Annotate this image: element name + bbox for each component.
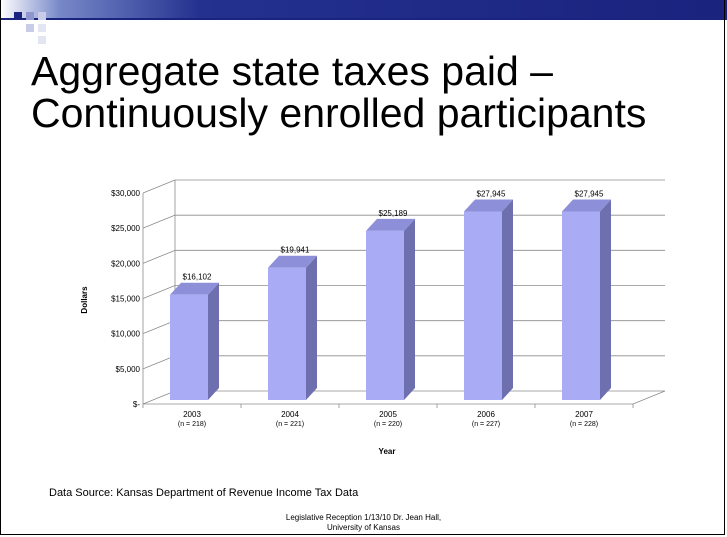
decor-square (38, 36, 46, 44)
bar-side (306, 255, 317, 400)
gridline-side (142, 320, 176, 335)
y-tick-label: $- (133, 400, 140, 409)
data-label: $25,189 (379, 209, 408, 218)
x-tick-label: 2005 (379, 410, 397, 419)
y-axis-label: Dollars (80, 286, 89, 314)
bar-front (170, 294, 208, 400)
gridline-side (142, 355, 176, 370)
chart-bars (170, 199, 611, 400)
decor-square (38, 12, 46, 20)
gridline-side (142, 249, 176, 264)
decor-square (14, 12, 22, 20)
y-tick-label: $25,000 (111, 224, 140, 233)
bar-top (562, 199, 611, 212)
bar-top (366, 218, 415, 231)
x-tick-label: 2003 (183, 410, 201, 419)
bar-front (268, 267, 306, 400)
bar-side (404, 218, 415, 400)
bar-side (208, 282, 219, 400)
data-label: $27,945 (477, 189, 506, 198)
slide-header-bar (0, 0, 727, 18)
y-tick-label: $30,000 (111, 189, 140, 198)
slide-header-line (0, 18, 727, 20)
x-axis-label: Year (379, 447, 396, 456)
bar (464, 199, 513, 400)
data-source-note: Data Source: Kansas Department of Revenu… (49, 487, 359, 499)
decor-square (26, 24, 34, 32)
footer-line-2: University of Kansas (327, 523, 400, 532)
bar-front (562, 211, 600, 400)
floor-edge (632, 390, 666, 405)
bar-front (366, 230, 404, 400)
x-tick-label: 2006 (477, 410, 495, 419)
x-tick-sublabel: (n = 228) (570, 421, 598, 428)
decor-square (38, 24, 46, 32)
title-line-2: Continuously enrolled participants (31, 90, 647, 136)
bar-side (600, 199, 611, 400)
gridline-side (142, 179, 176, 194)
x-tick-label: 2007 (575, 410, 593, 419)
bar-side (502, 199, 513, 400)
y-tick-label: $20,000 (111, 259, 140, 268)
bar-front (464, 211, 502, 400)
bar (366, 218, 415, 400)
slide-title: Aggregate state taxes paid – Continuousl… (31, 50, 711, 134)
footer-line-1: Legislative Reception 1/13/10 Dr. Jean H… (285, 513, 442, 522)
data-label: $16,102 (183, 273, 212, 282)
slide-footer: Legislative Reception 1/13/10 Dr. Jean H… (0, 513, 727, 533)
x-tick-sublabel: (n = 220) (374, 421, 402, 428)
x-tick-label: 2004 (281, 410, 299, 419)
data-label: $19,941 (281, 246, 310, 255)
decor-square (26, 12, 34, 20)
bar (170, 282, 219, 400)
y-tick-label: $10,000 (111, 330, 140, 339)
title-line-1: Aggregate state taxes paid – (31, 48, 553, 94)
bar-top (268, 255, 317, 268)
x-tick-sublabel: (n = 227) (472, 421, 500, 428)
bar (268, 255, 317, 400)
y-tick-label: $5,000 (116, 365, 141, 374)
bar-top (170, 282, 219, 295)
chart-labels: $- $5,000 $10,000 $15,000 $20,000 $25,000 $30,… (111, 189, 604, 428)
gridline-side (142, 285, 176, 299)
x-tick-sublabel: (n = 221) (276, 421, 304, 428)
data-label: $27,945 (575, 189, 604, 198)
bar-top (464, 199, 513, 212)
x-tick-sublabel: (n = 218) (178, 421, 206, 428)
y-tick-label: $15,000 (111, 295, 140, 304)
bar (562, 199, 611, 400)
gridline-side (142, 214, 176, 229)
gridline-side (142, 390, 176, 405)
